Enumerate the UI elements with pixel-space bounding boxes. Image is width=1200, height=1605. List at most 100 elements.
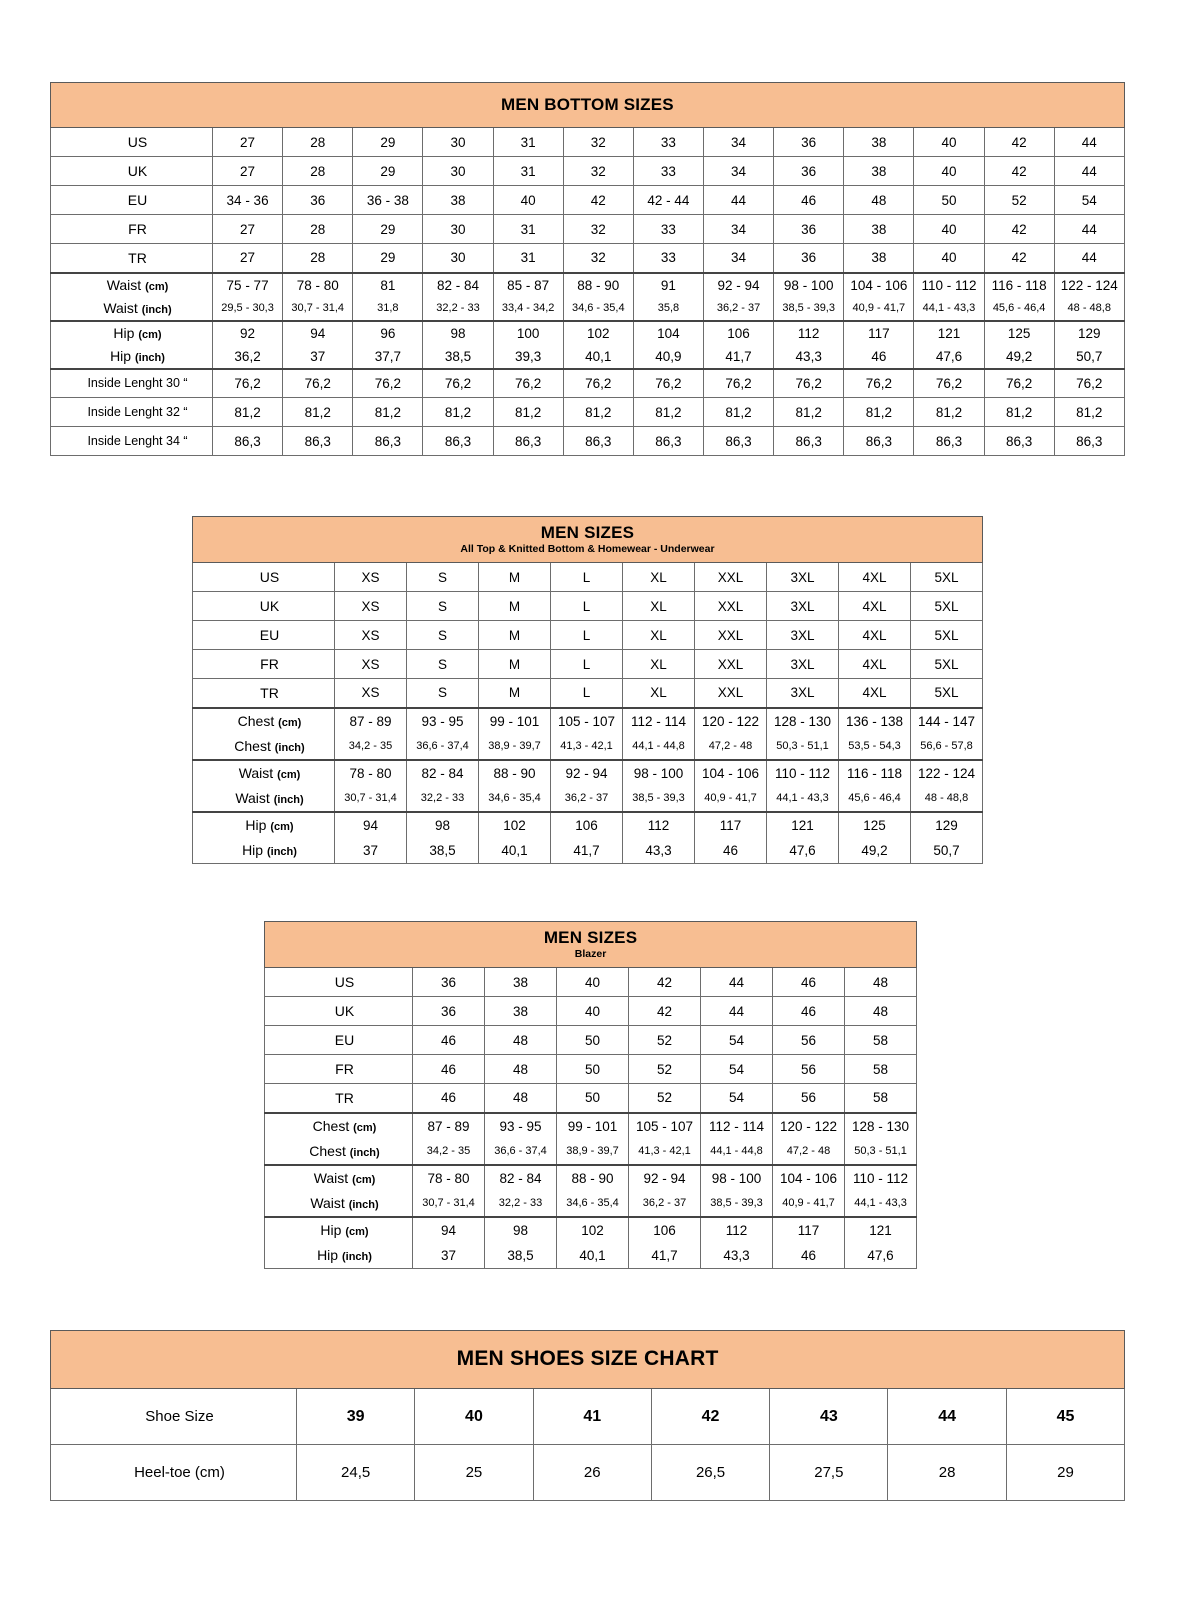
cell: 30,7 - 31,4 <box>282 296 354 321</box>
cell: 44,1 - 43,3 <box>913 296 985 321</box>
cell: 92 - 94 <box>550 759 623 786</box>
table-row: Hip (inch) 37 38,5 40,1 41,7 43,3 46 47,… <box>264 1242 918 1269</box>
row-label-hip-inch: Hip (inch) <box>50 344 213 369</box>
cell: XXL <box>694 620 767 650</box>
cell: 58 <box>843 1083 918 1113</box>
cell: 81,2 <box>562 397 634 427</box>
cell: 144 - 147 <box>910 707 983 734</box>
cell: 122 - 124 <box>910 759 983 786</box>
cell: 32 <box>562 243 634 273</box>
row-label-inside-lenght-30: Inside Lenght 30 “ <box>50 368 213 398</box>
cell: 26,5 <box>650 1444 771 1501</box>
row-label-chest-inch: Chest (inch) <box>264 1138 413 1165</box>
cell: 54 <box>700 1083 773 1113</box>
cell: 110 - 112 <box>843 1164 918 1191</box>
row-label-waist-cm: Waist (cm) <box>192 759 335 786</box>
cell: 121 <box>843 1216 918 1243</box>
table-row: Hip (cm) 94 98 102 106 112 117 121 <box>264 1216 918 1243</box>
cell: 44 <box>1053 156 1125 186</box>
cell: 43 <box>769 1388 889 1445</box>
cell: 5XL <box>910 678 983 708</box>
cell: 53,5 - 54,3 <box>838 733 911 760</box>
cell: 99 - 101 <box>478 707 551 734</box>
cell: 48 - 48,8 <box>910 785 983 812</box>
cell: 29 <box>352 214 424 244</box>
cell: 110 - 112 <box>766 759 839 786</box>
cell: XL <box>622 678 695 708</box>
cell: 48 <box>843 185 915 215</box>
table-row: Hip (inch) 37 38,5 40,1 41,7 43,3 46 47,… <box>192 837 983 864</box>
cell: 86,3 <box>843 426 915 456</box>
row-label-tr: TR <box>192 678 335 708</box>
cell: XL <box>622 649 695 679</box>
cell: XXL <box>694 591 767 621</box>
table-subtitle: Blazer <box>574 948 607 961</box>
cell: 105 - 107 <box>628 1112 701 1139</box>
cell: 86,3 <box>422 426 494 456</box>
cell: 50,7 <box>1053 344 1125 369</box>
cell: 58 <box>843 1054 918 1084</box>
table-row: Waist (inch) 30,7 - 31,4 32,2 - 33 34,6 … <box>264 1190 918 1217</box>
cell: 38 <box>422 185 494 215</box>
table-row: FR 46 48 50 52 54 56 58 <box>264 1054 918 1084</box>
table-header-row: MEN SHOES SIZE CHART <box>49 1330 1126 1389</box>
cell: 30,7 - 31,4 <box>412 1190 485 1217</box>
cell: XL <box>622 591 695 621</box>
row-label-waist-inch: Waist (inch) <box>264 1190 413 1217</box>
table-row: US 27 28 29 30 31 32 33 34 36 38 40 42 4… <box>50 127 1125 157</box>
table-title: MEN SIZES <box>543 927 638 947</box>
cell: 76,2 <box>773 368 845 398</box>
cell: 44 <box>700 967 773 997</box>
cell: 34 <box>702 156 775 186</box>
table-row: TR 27 28 29 30 31 32 33 34 36 38 40 42 4… <box>50 243 1125 273</box>
cell: 42 <box>628 996 701 1026</box>
row-label-fr: FR <box>50 214 213 244</box>
cell: 4XL <box>838 649 911 679</box>
cell: 5XL <box>910 649 983 679</box>
cell: 30 <box>422 156 494 186</box>
cell: 54 <box>1053 185 1125 215</box>
cell: 92 - 94 <box>628 1164 701 1191</box>
cell: 104 - 106 <box>694 759 767 786</box>
cell: XXL <box>694 562 767 592</box>
cell: 120 - 122 <box>772 1112 845 1139</box>
cell: 31 <box>492 127 564 157</box>
cell: 26 <box>532 1444 652 1501</box>
table-row: UK XS S M L XL XXL 3XL 4XL 5XL <box>192 591 983 621</box>
table-header-row: MEN SIZES Blazer <box>263 921 918 968</box>
cell: 116 - 118 <box>983 272 1055 297</box>
cell: 32,2 - 33 <box>406 785 479 812</box>
cell: 86,3 <box>983 426 1055 456</box>
cell: 28 <box>282 127 354 157</box>
cell: 39,3 <box>492 344 564 369</box>
table-row: UK 27 28 29 30 31 32 33 34 36 38 40 42 4… <box>50 156 1125 186</box>
cell: 40 <box>913 214 985 244</box>
cell: 31,8 <box>352 296 424 321</box>
cell: 56 <box>772 1083 845 1113</box>
cell: M <box>478 678 551 708</box>
cell: 86,3 <box>773 426 845 456</box>
cell: 24,5 <box>295 1444 416 1501</box>
cell: XS <box>334 678 407 708</box>
cell: 75 - 77 <box>211 272 284 297</box>
cell: 36,6 - 37,4 <box>406 733 479 760</box>
row-label-hip-cm: Hip (cm) <box>192 811 335 838</box>
cell: 4XL <box>838 678 911 708</box>
cell: 129 <box>910 811 983 838</box>
cell: 35,8 <box>632 296 704 321</box>
cell: 37,7 <box>352 344 424 369</box>
cell: 56 <box>772 1054 845 1084</box>
cell: 3XL <box>766 591 839 621</box>
cell: 44 <box>702 185 775 215</box>
cell: 106 <box>550 811 623 838</box>
cell: 82 - 84 <box>484 1164 557 1191</box>
row-label-fr: FR <box>192 649 335 679</box>
cell: 31 <box>492 243 564 273</box>
cell: 28 <box>282 214 354 244</box>
cell: 98 <box>484 1216 557 1243</box>
cell: 94 <box>334 811 407 838</box>
cell: 28 <box>282 243 354 273</box>
cell: 81,2 <box>773 397 845 427</box>
cell: 27 <box>211 156 284 186</box>
table-row: Waist (inch) 29,5 - 30,3 30,7 - 31,4 31,… <box>50 296 1125 321</box>
